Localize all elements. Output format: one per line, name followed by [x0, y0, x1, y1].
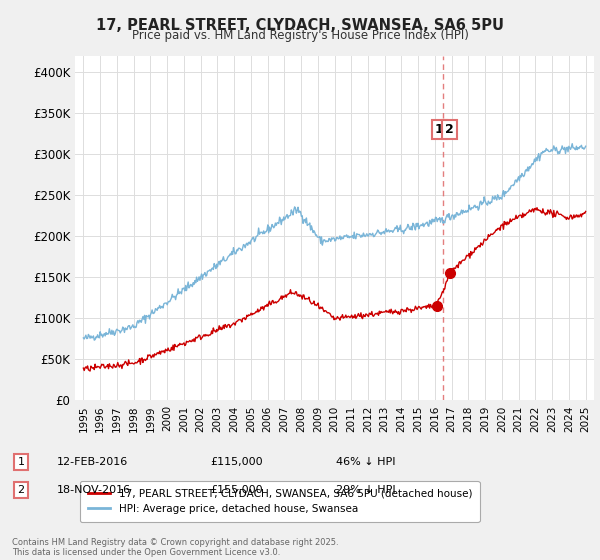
Text: 2: 2 [17, 485, 25, 495]
Text: 17, PEARL STREET, CLYDACH, SWANSEA, SA6 5PU: 17, PEARL STREET, CLYDACH, SWANSEA, SA6 … [96, 18, 504, 33]
Text: 46% ↓ HPI: 46% ↓ HPI [336, 457, 395, 467]
Text: Contains HM Land Registry data © Crown copyright and database right 2025.
This d: Contains HM Land Registry data © Crown c… [12, 538, 338, 557]
Text: 12-FEB-2016: 12-FEB-2016 [57, 457, 128, 467]
Legend: 17, PEARL STREET, CLYDACH, SWANSEA, SA6 5PU (detached house), HPI: Average price: 17, PEARL STREET, CLYDACH, SWANSEA, SA6 … [80, 482, 479, 521]
Text: £115,000: £115,000 [210, 457, 263, 467]
Text: 1: 1 [435, 123, 443, 136]
Text: 18-NOV-2016: 18-NOV-2016 [57, 485, 131, 495]
Text: Price paid vs. HM Land Registry's House Price Index (HPI): Price paid vs. HM Land Registry's House … [131, 29, 469, 42]
Text: £155,000: £155,000 [210, 485, 263, 495]
Text: 29% ↓ HPI: 29% ↓ HPI [336, 485, 395, 495]
Text: 1: 1 [17, 457, 25, 467]
Text: 2: 2 [445, 123, 454, 136]
